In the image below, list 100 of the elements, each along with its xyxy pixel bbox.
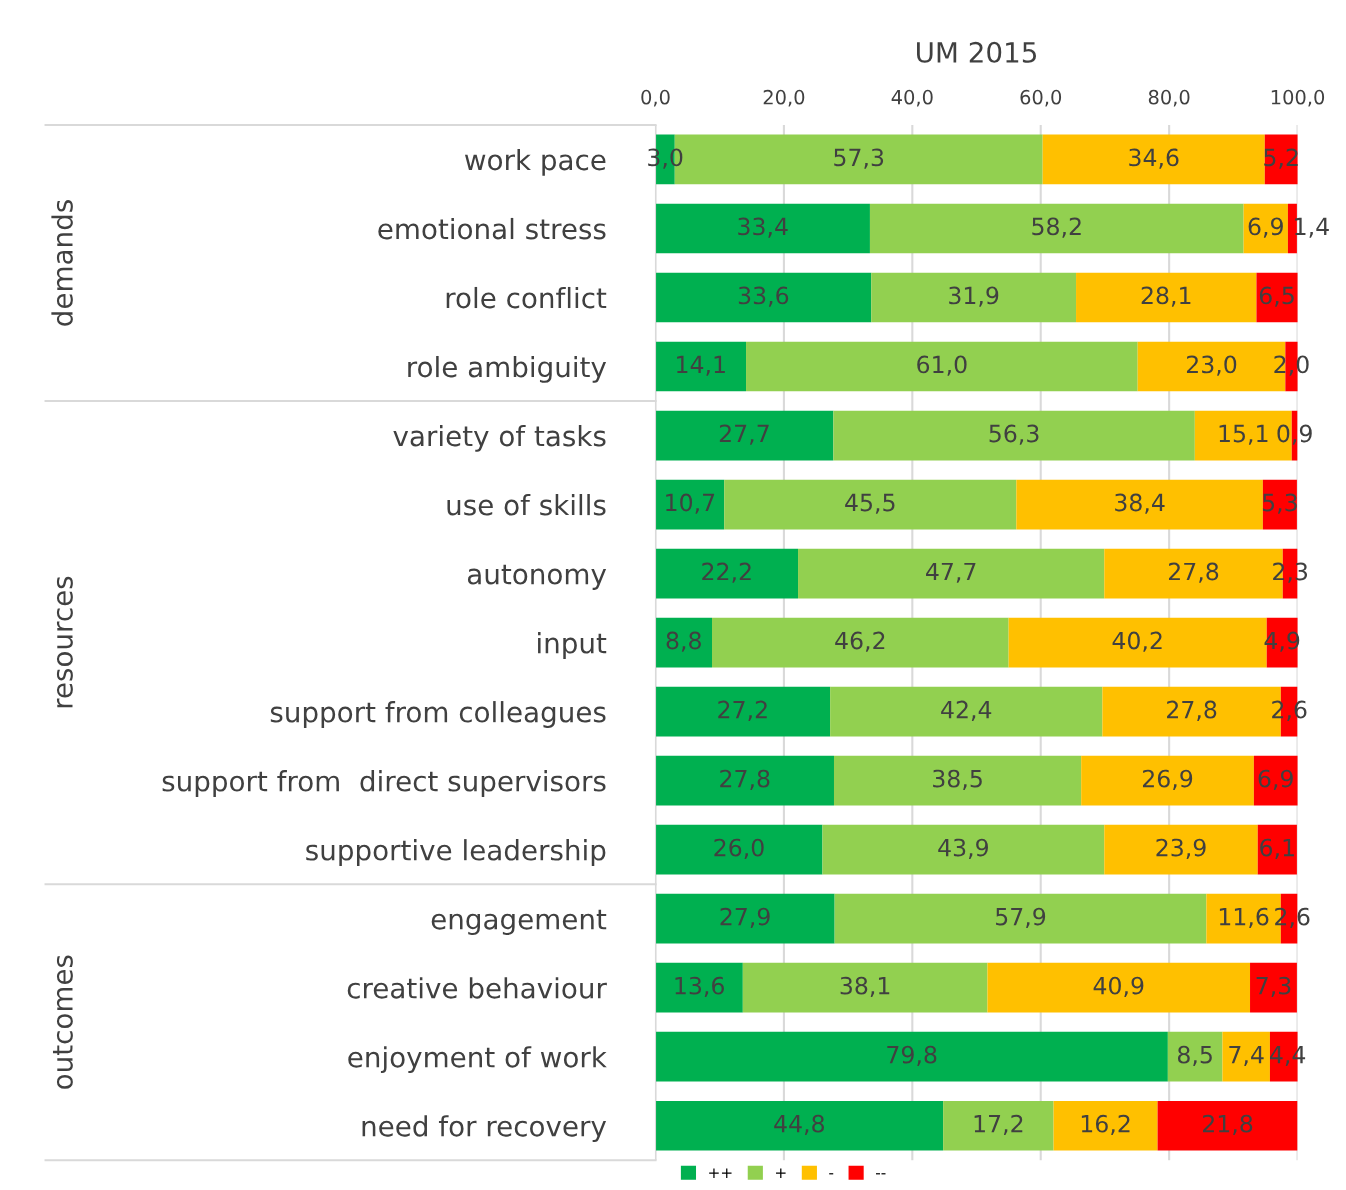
bar bbox=[742, 962, 988, 1013]
y-tick-label: support from colleagues bbox=[270, 701, 606, 728]
bar bbox=[798, 548, 1105, 599]
bar bbox=[943, 1100, 1054, 1151]
data-label: 26,0 bbox=[714, 838, 764, 859]
data-label: 11,6 bbox=[1219, 907, 1269, 928]
data-label: 6,9 bbox=[1258, 769, 1293, 790]
data-label: 16,2 bbox=[1081, 1114, 1130, 1135]
bar bbox=[655, 962, 743, 1013]
bar bbox=[1287, 203, 1297, 254]
bar bbox=[655, 479, 725, 530]
x-tick-label: 80,0 bbox=[1148, 89, 1190, 107]
bar bbox=[655, 341, 747, 392]
data-label: 34,6 bbox=[1129, 148, 1179, 169]
data-label: 27,7 bbox=[719, 424, 769, 445]
bar bbox=[655, 1100, 944, 1151]
y-tick-label: supportive leadership bbox=[306, 839, 606, 866]
data-label: 42,4 bbox=[941, 700, 992, 721]
legend-label: -- bbox=[875, 1173, 886, 1175]
y-tick-label: creative behaviour bbox=[347, 977, 607, 999]
bar bbox=[833, 755, 1082, 806]
y-tick-label: emotional stress bbox=[378, 217, 606, 240]
data-label: 38,1 bbox=[840, 976, 890, 997]
bar bbox=[822, 824, 1105, 875]
x-tick-label: 0,0 bbox=[641, 89, 670, 107]
y-tick-label: enjoyment of work bbox=[348, 1046, 607, 1074]
data-label: 10,7 bbox=[666, 493, 715, 514]
data-label: 17,2 bbox=[974, 1114, 1023, 1135]
text: outcomes bbox=[52, 955, 73, 1089]
data-label: 33,6 bbox=[738, 286, 789, 307]
bar bbox=[655, 893, 835, 944]
bar bbox=[655, 1031, 1168, 1082]
data-label: 14,1 bbox=[677, 355, 725, 376]
data-label: 28,1 bbox=[1141, 286, 1191, 307]
y-tick-label: autonomy bbox=[467, 564, 607, 590]
data-label: 46,2 bbox=[835, 631, 885, 652]
data-label: 43,9 bbox=[938, 838, 988, 859]
y-tick-label: input bbox=[538, 632, 607, 659]
data-label: 44,8 bbox=[774, 1114, 824, 1135]
data-label: 21,8 bbox=[1203, 1114, 1253, 1135]
data-label: 8,8 bbox=[666, 631, 701, 652]
data-label: 27,8 bbox=[1167, 700, 1217, 721]
data-label: 23,0 bbox=[1186, 355, 1237, 376]
data-label: 2,3 bbox=[1273, 562, 1308, 583]
legend-label: + bbox=[776, 1168, 786, 1178]
text: demands bbox=[51, 200, 73, 326]
data-label: 15,1 bbox=[1219, 424, 1268, 445]
bar bbox=[655, 617, 712, 668]
bar bbox=[655, 272, 872, 323]
bar bbox=[1157, 1100, 1298, 1151]
bar bbox=[830, 686, 1103, 737]
y-tick-label: support from direct supervisors bbox=[162, 770, 606, 797]
bar bbox=[655, 824, 823, 875]
data-label: 13,6 bbox=[675, 976, 724, 997]
data-label: 23,9 bbox=[1156, 838, 1206, 859]
legend-label: ++ bbox=[709, 1168, 732, 1178]
data-label: 27,9 bbox=[720, 907, 770, 928]
y-tick-label: role ambiguity bbox=[408, 355, 607, 383]
data-label: 2,6 bbox=[1272, 700, 1307, 721]
bar bbox=[746, 341, 1138, 392]
bar bbox=[1222, 1031, 1270, 1082]
bar bbox=[1167, 1031, 1223, 1082]
chart-title: UM 2015 bbox=[917, 41, 1037, 63]
bar bbox=[712, 617, 1009, 668]
data-label: 27,8 bbox=[1168, 562, 1219, 583]
data-label: 0,9 bbox=[1277, 424, 1312, 445]
y-tick-label: work pace bbox=[464, 148, 606, 176]
data-label: 7,4 bbox=[1229, 1046, 1264, 1066]
y-tick-label: role conflict bbox=[446, 286, 607, 309]
data-label: 27,2 bbox=[718, 700, 767, 721]
bar bbox=[655, 548, 799, 599]
data-label: 33,4 bbox=[738, 217, 788, 238]
data-label: 31,9 bbox=[949, 286, 999, 307]
legend-label: - bbox=[829, 1173, 834, 1175]
data-label: 7,3 bbox=[1256, 976, 1291, 997]
data-label: 26,9 bbox=[1142, 769, 1193, 790]
data-label: 22,2 bbox=[702, 562, 751, 583]
bar bbox=[871, 272, 1077, 323]
x-tick-label: 100,0 bbox=[1271, 89, 1325, 107]
data-label: 57,3 bbox=[834, 148, 884, 169]
y-tick-label: variety of tasks bbox=[393, 424, 606, 452]
y-tick-label: need for recovery bbox=[362, 1115, 607, 1143]
bar bbox=[1104, 824, 1258, 875]
bar bbox=[869, 203, 1244, 254]
x-tick-label: 60,0 bbox=[1020, 89, 1062, 107]
data-label: 57,9 bbox=[996, 907, 1046, 928]
bar bbox=[833, 410, 1195, 461]
bar bbox=[1250, 962, 1297, 1013]
y-tick-label: use of skills bbox=[447, 494, 606, 516]
bar bbox=[1042, 134, 1265, 185]
text: resources bbox=[56, 576, 73, 708]
data-label: 40,9 bbox=[1093, 976, 1144, 997]
data-label: 56,3 bbox=[989, 424, 1039, 445]
data-label: 6,9 bbox=[1248, 217, 1283, 238]
data-label: 8,5 bbox=[1177, 1045, 1212, 1066]
bar bbox=[834, 893, 1207, 944]
data-label: 6,5 bbox=[1259, 286, 1294, 307]
data-label: 2,0 bbox=[1274, 355, 1309, 376]
data-label: 47,7 bbox=[926, 562, 976, 583]
data-label: 79,8 bbox=[887, 1045, 937, 1066]
